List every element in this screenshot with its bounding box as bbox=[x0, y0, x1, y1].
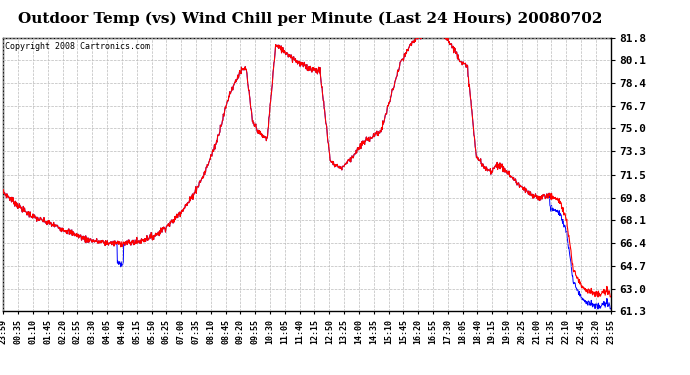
Text: Outdoor Temp (vs) Wind Chill per Minute (Last 24 Hours) 20080702: Outdoor Temp (vs) Wind Chill per Minute … bbox=[19, 11, 602, 26]
Text: Copyright 2008 Cartronics.com: Copyright 2008 Cartronics.com bbox=[5, 42, 150, 51]
